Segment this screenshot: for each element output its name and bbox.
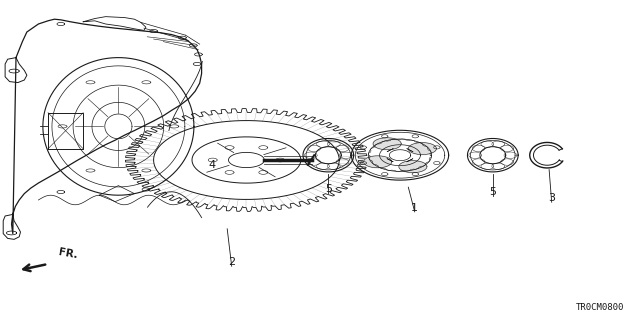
Text: 1: 1: [412, 203, 418, 213]
Text: 2: 2: [228, 257, 236, 268]
Text: 4: 4: [209, 160, 216, 170]
Text: FR.: FR.: [58, 247, 79, 260]
Text: 5: 5: [325, 184, 332, 194]
Text: 5: 5: [490, 187, 496, 197]
Text: 3: 3: [548, 193, 555, 204]
Polygon shape: [399, 161, 427, 172]
Polygon shape: [373, 138, 401, 150]
Polygon shape: [364, 156, 392, 168]
Polygon shape: [408, 143, 436, 155]
Text: TR0CM0800: TR0CM0800: [575, 303, 624, 312]
